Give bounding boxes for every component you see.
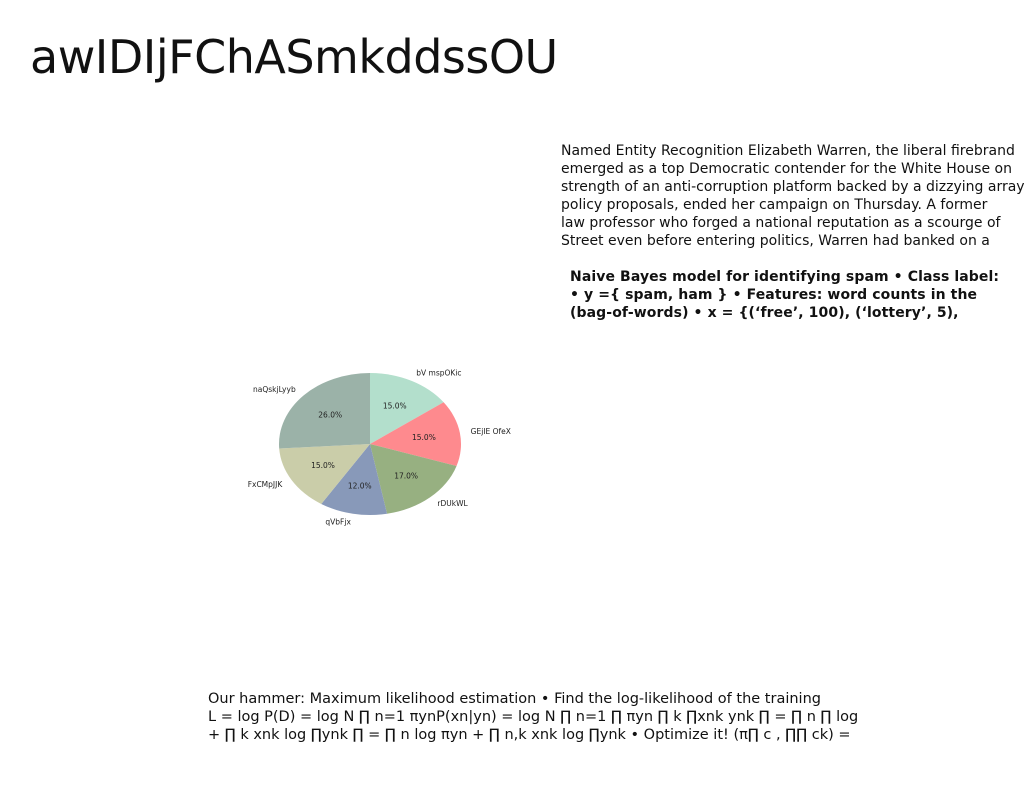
pie-slice <box>279 444 370 504</box>
paragraph-line: Street even before entering politics, Wa… <box>561 233 990 249</box>
pie-slice <box>370 373 444 444</box>
slice-percent-label: 12.0% <box>348 481 372 490</box>
equation-line: Our hammer: Maximum likelihood estimatio… <box>208 691 821 707</box>
slice-category-label: FxCMpJJK <box>248 480 284 489</box>
slice-category-label: GEjIE OfeX <box>471 427 511 436</box>
bold-line: Naive Bayes model for identifying spam •… <box>570 269 1000 285</box>
slice-percent-label: 17.0% <box>394 471 418 480</box>
equation-line: L = log P(D) = log N ∏ n=1 πynP(xn|yn) =… <box>208 709 859 725</box>
slice-category-label: rDUkWL <box>437 499 468 508</box>
paragraph-line: Named Entity Recognition Elizabeth Warre… <box>561 143 1015 159</box>
pie-slice <box>321 444 388 515</box>
slice-percent-label: 26.0% <box>318 410 342 419</box>
naive-bayes-text: Naive Bayes model for identifying spam •… <box>570 268 999 322</box>
slice-percent-label: 15.0% <box>383 402 407 411</box>
slice-category-label: qVbFjx <box>325 518 351 527</box>
pie-slice <box>279 373 370 449</box>
paragraph-line: policy proposals, ended her campaign on … <box>561 197 988 213</box>
pie-slice <box>370 444 457 514</box>
equation-line: + ∏ k xnk log ∏ynk ∏ = ∏ n log πyn + ∏ n… <box>208 727 851 743</box>
slide-title: awIDIjFChASmkddssOU <box>30 30 558 84</box>
pie-chart: 15.0% bV mspOKic 15.0% GEjIE OfeX 17.0% rDUkW… <box>248 369 511 527</box>
bold-line: (bag-of-words) • x = {(‘free’, 100), (‘l… <box>570 305 959 321</box>
mle-equation-text: Our hammer: Maximum likelihood estimatio… <box>208 690 858 744</box>
paragraph-line: law professor who forged a national repu… <box>561 215 1001 231</box>
ner-paragraph: Named Entity Recognition Elizabeth Warre… <box>561 142 1024 250</box>
paragraph-line: strength of an anti-corruption platform … <box>561 179 1024 195</box>
pie-slice <box>370 402 461 466</box>
bold-line: • y ={ spam, ham } • Features: word coun… <box>570 287 978 303</box>
slice-percent-label: 15.0% <box>311 461 335 470</box>
slice-category-label: naQskjLyyb <box>253 385 296 394</box>
slice-percent-label: 15.0% <box>412 433 436 442</box>
slice-category-label: bV mspOKic <box>416 369 461 378</box>
paragraph-line: emerged as a top Democratic contender fo… <box>561 161 1012 177</box>
